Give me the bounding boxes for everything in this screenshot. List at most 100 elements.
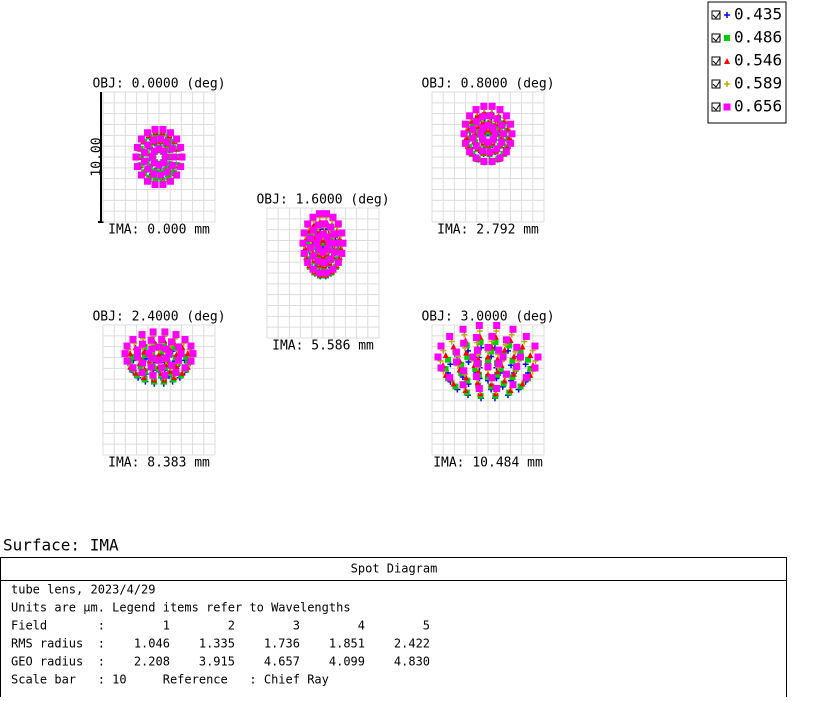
spot-marker <box>168 338 176 346</box>
spot-marker <box>329 265 337 273</box>
spot-marker <box>157 171 165 179</box>
spot-marker <box>319 248 327 256</box>
spot-marker <box>147 363 155 371</box>
spot-marker <box>507 139 515 147</box>
spot-marker <box>331 248 339 256</box>
spot-marker <box>181 335 189 343</box>
spot-marker <box>505 125 512 132</box>
spot-marker <box>128 353 135 360</box>
spot-marker <box>724 12 730 18</box>
spot-marker <box>471 130 478 137</box>
spot-marker <box>477 339 484 346</box>
spot-marker <box>493 145 501 153</box>
spot-marker <box>434 353 442 361</box>
spot-marker <box>489 124 497 132</box>
spot-marker <box>724 35 730 41</box>
spot-marker <box>172 369 180 377</box>
spot-marker <box>460 367 468 375</box>
spot-marker <box>437 342 445 350</box>
panel-line: tube lens, 2023/4/29 <box>11 583 156 597</box>
spot-marker <box>501 377 508 384</box>
spot-marker <box>158 335 166 343</box>
spot-marker <box>460 339 468 347</box>
spot-marker <box>138 331 146 339</box>
spot-marker <box>466 148 474 156</box>
spot-marker <box>132 369 139 376</box>
spot-marker <box>311 236 318 243</box>
spot-marker <box>478 147 486 155</box>
spot-marker <box>138 369 146 377</box>
spot-marker <box>497 366 504 372</box>
spot-marker <box>502 148 510 156</box>
spot-marker <box>316 210 324 218</box>
spot-marker <box>531 342 539 350</box>
spot-marker <box>314 221 322 229</box>
spot-marker <box>309 252 317 260</box>
spot-marker <box>336 254 343 261</box>
spot-marker <box>155 356 163 364</box>
spot-marker <box>475 385 483 393</box>
spot-marker <box>165 350 173 358</box>
spot-marker <box>509 357 516 364</box>
spot-marker <box>309 226 317 234</box>
spot-marker <box>493 115 501 123</box>
spot-marker <box>309 265 317 273</box>
spot-marker <box>463 374 470 381</box>
spot-marker <box>148 354 156 362</box>
spot-marker <box>177 163 185 171</box>
spot-marker <box>167 129 174 137</box>
spot-marker <box>129 335 137 343</box>
legend-label: 0.656 <box>734 97 782 116</box>
spot-marker <box>187 357 195 365</box>
spot-marker <box>502 370 510 378</box>
spot-marker <box>149 328 157 336</box>
spot-marker <box>173 362 180 369</box>
spot-marker <box>502 336 510 344</box>
spot-marker <box>496 154 504 162</box>
spot-marker <box>491 130 499 138</box>
spot-marker <box>466 112 474 120</box>
spot-marker <box>459 325 467 333</box>
spot-marker <box>133 163 141 171</box>
spot-marker <box>140 157 148 165</box>
spot-marker <box>534 353 542 361</box>
panel-line: Field : 1 2 3 4 5 <box>11 619 430 633</box>
spot-marker <box>137 171 145 179</box>
spot-marker <box>183 353 190 360</box>
spot-marker <box>148 153 156 161</box>
spot-marker <box>164 360 171 367</box>
spot-marker <box>138 340 146 348</box>
spot-marker <box>509 381 517 389</box>
spot-marker <box>488 157 496 165</box>
spot-marker <box>323 246 331 254</box>
spot-marker <box>161 371 169 379</box>
field-ima-label: IMA: 0.000 mm <box>108 223 210 238</box>
legend-checkbox <box>711 56 721 66</box>
field-ima-label: IMA: 5.586 mm <box>272 339 374 354</box>
spot-marker <box>531 364 539 372</box>
spot-marker <box>450 343 457 350</box>
legend-label: 0.486 <box>734 28 782 47</box>
spot-marker <box>177 143 185 151</box>
spot-marker <box>493 321 501 329</box>
spot-marker <box>488 102 496 110</box>
spot-marker <box>493 385 501 393</box>
spot-marker <box>155 343 163 351</box>
spot-marker <box>501 346 508 353</box>
spot-marker <box>144 165 152 173</box>
spot-marker <box>724 81 730 87</box>
spot-marker <box>331 230 339 238</box>
spot-marker <box>144 177 151 185</box>
spot-marker <box>321 259 329 267</box>
spot-marker <box>148 345 156 353</box>
spot-marker <box>159 181 167 189</box>
spot-marker <box>302 245 308 251</box>
legend-checkbox <box>711 33 721 43</box>
spot-marker <box>326 223 334 231</box>
spot-marker <box>150 147 158 155</box>
spot-marker <box>147 360 154 367</box>
spot-marker <box>445 356 452 363</box>
spot-marker <box>486 112 494 120</box>
legend-check <box>712 34 721 42</box>
spot-marker <box>339 239 347 247</box>
